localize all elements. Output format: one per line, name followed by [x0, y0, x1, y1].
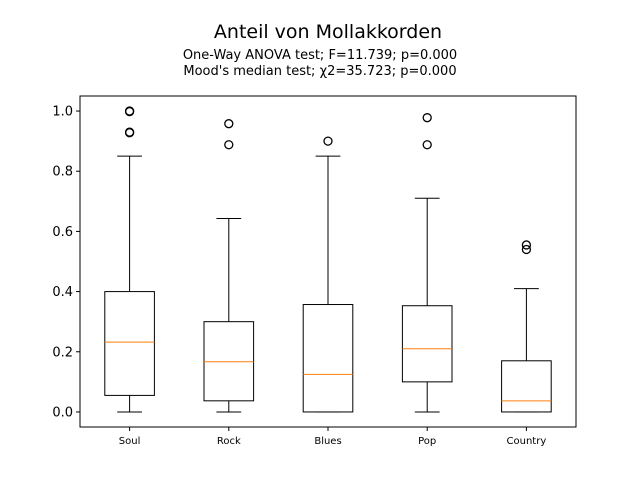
- y-tick-label: 0.8: [52, 165, 73, 180]
- x-tick-label: Pop: [418, 436, 436, 447]
- box-blues: [302, 136, 354, 413]
- outlier-point: [124, 128, 135, 138]
- box-plots: [104, 106, 552, 413]
- x-axis: Soul Rock Blues Pop Country: [119, 427, 547, 447]
- y-axis: 0.0 0.2 0.4 0.6 0.8 1.0: [52, 105, 80, 420]
- iqr-box: [401, 305, 453, 383]
- outlier-point: [224, 140, 234, 150]
- y-tick-label: 0.6: [52, 225, 73, 240]
- x-tick-label: Blues: [314, 436, 341, 447]
- box-rock: [203, 119, 255, 413]
- outlier-point: [521, 244, 532, 255]
- iqr-box: [302, 304, 354, 413]
- box-soul: [104, 106, 155, 413]
- y-tick-label: 1.0: [52, 105, 73, 120]
- y-tick-label: 0.0: [52, 405, 73, 420]
- box-country: [501, 240, 552, 413]
- box-pop: [401, 113, 453, 413]
- x-tick-label: Rock: [217, 436, 241, 447]
- outlier-point: [224, 119, 234, 129]
- y-tick-label: 0.4: [52, 285, 73, 300]
- iqr-box: [104, 291, 155, 396]
- chart-subtitle-line-1: One-Way ANOVA test; F=11.739; p=0.000: [183, 48, 457, 63]
- iqr-box: [501, 360, 552, 413]
- x-tick-label: Country: [507, 436, 547, 447]
- chart-subtitle-line-2: Mood's median test; χ2=35.723; p=0.000: [183, 64, 456, 79]
- outlier-point: [422, 140, 432, 150]
- outlier-point: [124, 106, 135, 117]
- chart-title: Anteil von Mollakkorden: [214, 21, 442, 43]
- outlier-point: [521, 240, 532, 250]
- outlier-point: [422, 113, 432, 123]
- y-tick-label: 0.2: [52, 345, 73, 360]
- x-tick-label: Soul: [119, 436, 141, 447]
- plot-area-frame: [79, 95, 577, 428]
- outlier-point: [323, 136, 333, 146]
